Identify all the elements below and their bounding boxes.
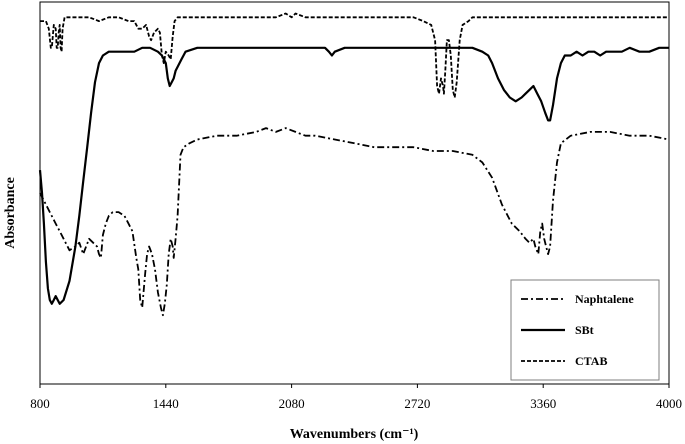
- legend-label-sbt: SBt: [575, 323, 594, 337]
- x-tick-label: 1440: [153, 396, 179, 411]
- x-tick-label: 4000: [656, 396, 682, 411]
- series-layer: [38, 12, 670, 317]
- x-tick-label: 3360: [530, 396, 556, 411]
- x-axis-title: Wavenumbers (cm⁻¹): [290, 427, 419, 442]
- x-axis: 800 1440 2080 2720 3360 4000: [30, 384, 682, 411]
- series-line-sbt: [38, 46, 669, 305]
- legend-label-ctab: CTAB: [575, 354, 607, 368]
- x-tick-label: 2080: [279, 396, 305, 411]
- legend: Naphtalene SBt CTAB: [510, 279, 660, 381]
- legend-items: Naphtalene SBt CTAB: [521, 292, 634, 368]
- x-tick-label: 2720: [404, 396, 430, 411]
- x-tick-label: 800: [30, 396, 50, 411]
- legend-label-naphtalene: Naphtalene: [575, 292, 634, 306]
- y-axis-title: Absorbance: [3, 177, 18, 249]
- series-line-ctab: [40, 12, 669, 99]
